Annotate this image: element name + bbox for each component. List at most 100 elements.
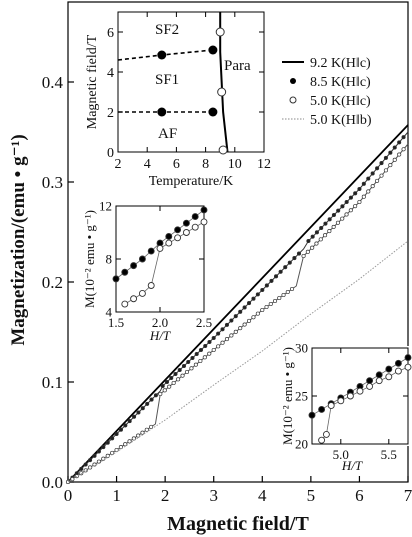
main-data-point bbox=[272, 298, 278, 304]
main-data-point bbox=[336, 208, 341, 213]
main-data-point bbox=[233, 329, 238, 334]
main-data-point bbox=[203, 343, 208, 349]
main-data-point bbox=[83, 468, 88, 473]
main-data-point bbox=[136, 410, 141, 415]
inset1-data-point bbox=[174, 234, 182, 242]
main-data-point bbox=[181, 363, 187, 369]
main-data-point bbox=[273, 274, 279, 279]
inset2-y-tick-label: 25 bbox=[295, 389, 308, 404]
phase-label-sf1: SF1 bbox=[155, 72, 179, 88]
inset1-y-axis-label: M(10⁻² emu • g⁻¹) bbox=[82, 210, 97, 308]
main-x-tick-label: 1 bbox=[112, 486, 121, 505]
inset-high-field: 5.0 5.5 20 25 30 H/T M(10⁻² emu • g⁻¹) bbox=[280, 341, 412, 473]
phase-y-tick-label: 0 bbox=[107, 146, 114, 161]
main-data-point bbox=[269, 278, 274, 283]
main-data-point bbox=[123, 423, 128, 428]
main-data-point bbox=[184, 369, 190, 375]
inset1-data-point bbox=[121, 300, 129, 308]
main-data-point bbox=[177, 367, 182, 373]
phase-x-tick-label: 10 bbox=[228, 157, 242, 172]
main-data-point bbox=[264, 304, 269, 310]
inset1-x-tick-label: 2.0 bbox=[152, 315, 168, 330]
main-data-point bbox=[149, 424, 154, 429]
main-data-point bbox=[375, 178, 380, 183]
main-data-point bbox=[189, 366, 194, 371]
main-data-point bbox=[101, 445, 106, 450]
main-data-point bbox=[132, 414, 137, 419]
inset1-data-point bbox=[130, 295, 138, 303]
phase-y-axis-label: Magnetic field/T bbox=[85, 34, 100, 129]
main-data-point bbox=[79, 466, 84, 471]
main-data-point bbox=[114, 431, 119, 437]
legend-label: 5.0 K(H‖c) bbox=[310, 94, 371, 109]
main-series-line bbox=[67, 143, 409, 483]
main-data-point bbox=[169, 375, 174, 381]
main-data-point bbox=[190, 355, 195, 361]
inset1-data-point bbox=[165, 233, 173, 240]
phase-filled-point bbox=[208, 45, 218, 55]
inset2-data-point bbox=[404, 363, 412, 371]
main-data-point bbox=[118, 445, 123, 450]
inset1-data-point bbox=[191, 213, 199, 221]
inset1-data-point bbox=[138, 290, 146, 297]
main-data-point bbox=[353, 204, 358, 209]
main-data-point bbox=[140, 430, 145, 435]
main-data-point bbox=[193, 362, 198, 367]
inset1-x-axis-label: H/T bbox=[149, 328, 171, 343]
inset2-x-tick-label: 5.5 bbox=[381, 447, 397, 462]
main-data-point bbox=[88, 458, 93, 463]
main-y-axis-label: Magnetization/(emu • g⁻¹) bbox=[8, 134, 29, 345]
inset1-data-point bbox=[156, 244, 164, 252]
inset2-x-axis-label: H/T bbox=[341, 458, 363, 473]
main-data-point bbox=[264, 283, 269, 288]
main-data-point bbox=[366, 189, 371, 194]
inset2-data-point bbox=[394, 367, 402, 375]
inset2-data-point bbox=[318, 405, 326, 413]
main-data-point bbox=[216, 331, 221, 336]
inset1-data-point bbox=[191, 223, 199, 231]
main-data-point bbox=[357, 186, 362, 192]
main-data-point bbox=[194, 351, 199, 357]
main-data-point bbox=[357, 199, 362, 205]
legend-swatch bbox=[290, 78, 296, 84]
main-data-point bbox=[242, 305, 247, 310]
legend-label: 9.2 K(H‖c) bbox=[310, 56, 371, 71]
main-data-point bbox=[327, 229, 332, 234]
phase-label-af: AF bbox=[158, 126, 177, 142]
main-data-point bbox=[233, 314, 238, 319]
main-data-point bbox=[379, 173, 384, 178]
main-data-point bbox=[401, 147, 406, 152]
phase-y-tick-label: 2 bbox=[107, 106, 114, 121]
inset1-data-point bbox=[200, 218, 208, 226]
main-data-point bbox=[292, 256, 297, 261]
inset1-data-point bbox=[147, 247, 155, 255]
main-data-point bbox=[229, 318, 234, 323]
legend-label: 8.5 K(H‖c) bbox=[310, 75, 371, 90]
phase-label-sf2: SF2 bbox=[155, 22, 179, 38]
inset2-data-point bbox=[322, 430, 330, 438]
phase-filled-point bbox=[157, 107, 167, 117]
main-data-point bbox=[198, 347, 204, 353]
main-data-point bbox=[162, 388, 167, 393]
main-data-point bbox=[207, 339, 212, 345]
inset1-y-tick-label: 12 bbox=[99, 199, 112, 214]
main-plot: 0 1 2 3 4 5 6 70.00.10.20.30.4 Magnetic field/T… bbox=[8, 1, 412, 535]
main-data-point bbox=[401, 135, 406, 140]
phase-y-tick-label: 6 bbox=[107, 26, 114, 41]
main-y-tick-label: 0.3 bbox=[42, 173, 63, 192]
main-data-point bbox=[118, 427, 123, 432]
main-data-point bbox=[379, 161, 384, 166]
main-data-point bbox=[287, 260, 292, 265]
main-data-point bbox=[167, 384, 172, 389]
main-data-point bbox=[331, 212, 336, 218]
inset2-data-point bbox=[346, 392, 354, 400]
main-y-tick-label: 0.0 bbox=[42, 473, 63, 492]
main-data-point bbox=[314, 230, 319, 235]
main-data-point bbox=[344, 199, 349, 205]
main-series-line bbox=[67, 240, 409, 483]
main-data-point bbox=[388, 150, 393, 155]
main-data-point bbox=[216, 344, 221, 349]
phase-frame bbox=[117, 11, 265, 153]
main-data-point bbox=[301, 253, 306, 259]
